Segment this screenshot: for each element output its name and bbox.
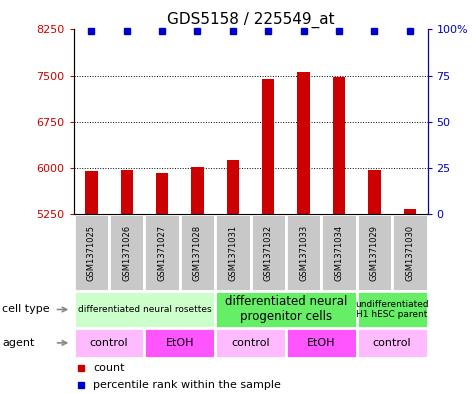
Text: agent: agent xyxy=(2,338,35,348)
Text: EtOH: EtOH xyxy=(307,338,335,348)
FancyBboxPatch shape xyxy=(286,328,357,358)
FancyBboxPatch shape xyxy=(74,328,144,358)
Text: GSM1371025: GSM1371025 xyxy=(87,224,96,281)
Text: count: count xyxy=(93,362,124,373)
Text: GSM1371033: GSM1371033 xyxy=(299,224,308,281)
Title: GDS5158 / 225549_at: GDS5158 / 225549_at xyxy=(167,12,334,28)
Text: control: control xyxy=(90,338,128,348)
FancyBboxPatch shape xyxy=(357,214,392,291)
Text: differentiated neural rosettes: differentiated neural rosettes xyxy=(77,305,211,314)
FancyBboxPatch shape xyxy=(322,214,357,291)
Text: control: control xyxy=(231,338,270,348)
FancyBboxPatch shape xyxy=(74,214,109,291)
Bar xyxy=(85,171,97,214)
Text: GSM1371034: GSM1371034 xyxy=(334,224,343,281)
FancyBboxPatch shape xyxy=(215,328,286,358)
Bar xyxy=(191,167,204,214)
Text: GSM1371026: GSM1371026 xyxy=(122,224,131,281)
FancyBboxPatch shape xyxy=(144,328,215,358)
FancyBboxPatch shape xyxy=(74,291,215,328)
Text: differentiated neural
progenitor cells: differentiated neural progenitor cells xyxy=(225,296,347,323)
Text: control: control xyxy=(373,338,411,348)
FancyBboxPatch shape xyxy=(109,214,144,291)
FancyBboxPatch shape xyxy=(180,214,215,291)
Text: GSM1371029: GSM1371029 xyxy=(370,224,379,281)
FancyBboxPatch shape xyxy=(357,291,428,328)
Bar xyxy=(121,171,133,214)
FancyBboxPatch shape xyxy=(215,291,357,328)
Bar xyxy=(297,72,310,214)
Text: EtOH: EtOH xyxy=(166,338,194,348)
Bar xyxy=(262,79,275,214)
Text: GSM1371028: GSM1371028 xyxy=(193,224,202,281)
Text: undifferentiated
H1 hESC parent: undifferentiated H1 hESC parent xyxy=(355,300,429,319)
Text: percentile rank within the sample: percentile rank within the sample xyxy=(93,380,281,390)
Bar xyxy=(404,209,416,214)
Text: GSM1371030: GSM1371030 xyxy=(405,224,414,281)
Bar xyxy=(156,173,168,214)
Text: GSM1371027: GSM1371027 xyxy=(158,224,167,281)
FancyBboxPatch shape xyxy=(357,328,428,358)
FancyBboxPatch shape xyxy=(286,214,322,291)
Bar xyxy=(333,77,345,214)
Text: GSM1371031: GSM1371031 xyxy=(228,224,238,281)
Text: GSM1371032: GSM1371032 xyxy=(264,224,273,281)
FancyBboxPatch shape xyxy=(215,214,251,291)
FancyBboxPatch shape xyxy=(144,214,180,291)
FancyBboxPatch shape xyxy=(392,214,428,291)
FancyBboxPatch shape xyxy=(251,214,286,291)
Bar xyxy=(227,160,239,214)
Text: cell type: cell type xyxy=(2,305,50,314)
Bar xyxy=(368,171,380,214)
